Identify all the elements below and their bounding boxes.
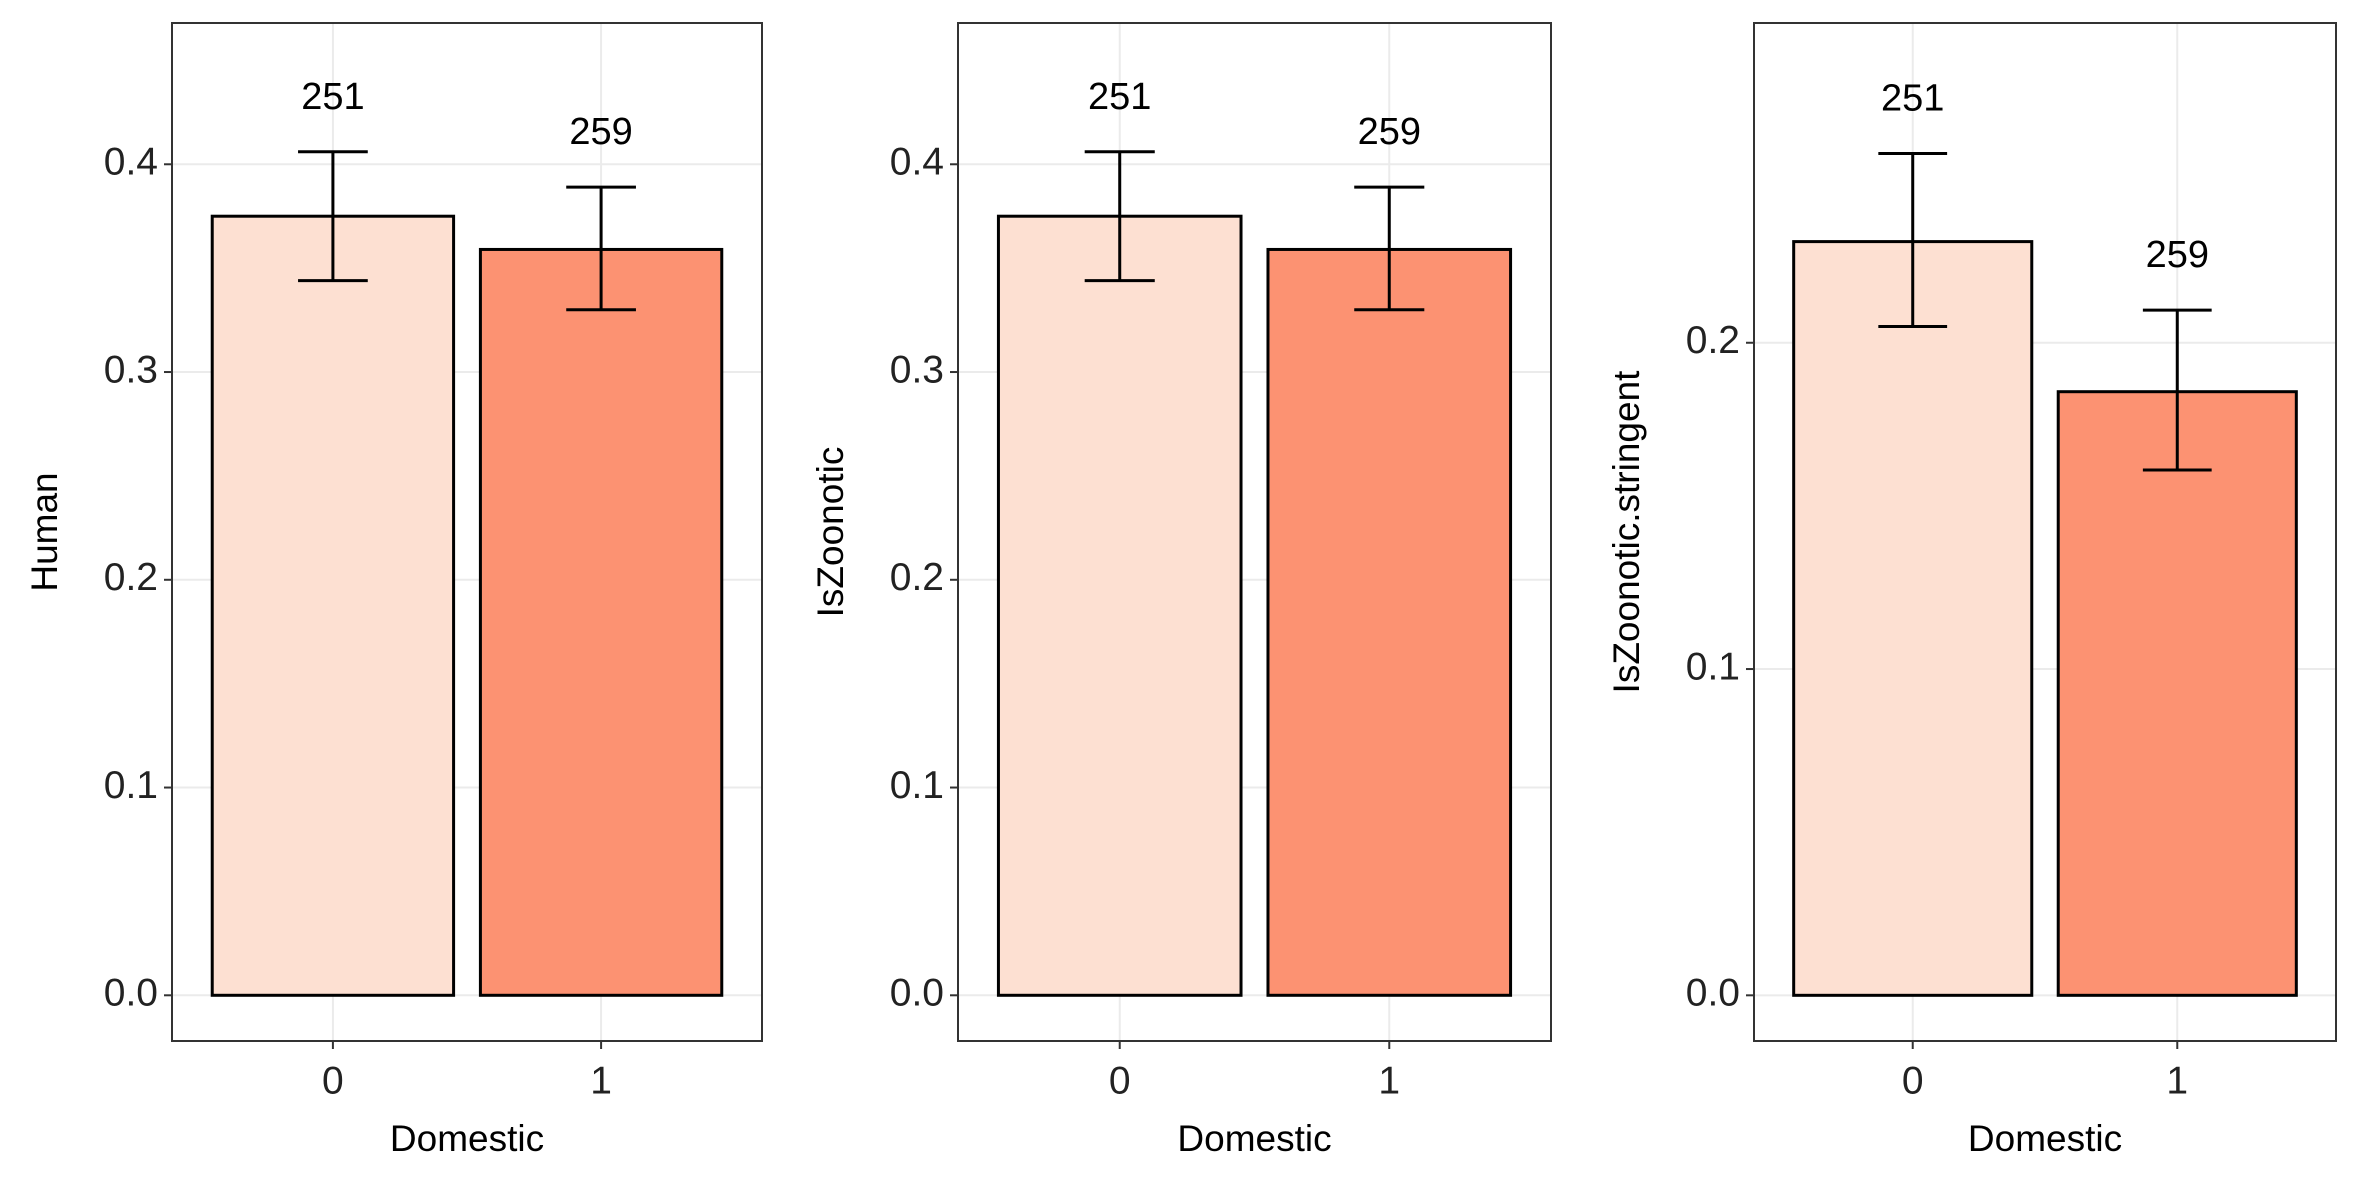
y-tick-label: 0.1 — [1686, 645, 1740, 688]
bar — [478, 247, 724, 997]
y-tick-label: 0.3 — [890, 348, 944, 391]
y-tick-label: 0.0 — [104, 972, 158, 1015]
y-tick-label: 0.4 — [104, 141, 158, 184]
x-tick-label: 1 — [590, 1059, 612, 1102]
bar — [1266, 247, 1513, 997]
x-tick-label: 1 — [2166, 1059, 2188, 1102]
x-axis-title: Domestic — [390, 1118, 544, 1159]
y-tick-label: 0.1 — [104, 764, 158, 807]
error-bar — [298, 150, 368, 283]
count-label: 251 — [1088, 76, 1151, 118]
x-axis-title: Domestic — [1968, 1118, 2122, 1159]
y-tick-label: 0.4 — [890, 141, 944, 184]
y-tick-label: 0.0 — [890, 972, 944, 1015]
y-tick-label: 0.2 — [104, 556, 158, 599]
x-tick-label: 1 — [1378, 1059, 1400, 1102]
error-bar — [1354, 185, 1425, 312]
error-bar — [2142, 308, 2212, 472]
error-bar — [566, 185, 636, 312]
y-tick-label: 0.2 — [1686, 319, 1740, 362]
bar — [1792, 240, 2034, 997]
count-label: 259 — [2146, 234, 2209, 276]
bar — [996, 214, 1243, 997]
y-axis-title: IsZoonotic — [810, 447, 851, 618]
x-tick-label: 0 — [322, 1059, 344, 1102]
plot-border — [1753, 22, 2337, 1042]
count-label: 251 — [301, 76, 364, 118]
count-label: 259 — [569, 111, 632, 153]
y-tick-label: 0.1 — [890, 764, 944, 807]
y-tick-label: 0.0 — [1686, 972, 1740, 1015]
count-label: 251 — [1881, 78, 1944, 120]
error-bar — [1878, 152, 1948, 328]
bar — [2056, 390, 2298, 997]
bar — [210, 214, 456, 997]
y-tick-label: 0.3 — [104, 348, 158, 391]
y-axis-title: Human — [24, 472, 65, 591]
x-tick-label: 0 — [1902, 1059, 1924, 1102]
plot-border — [957, 22, 1552, 1042]
x-tick-label: 0 — [1109, 1059, 1131, 1102]
y-tick-label: 0.2 — [890, 556, 944, 599]
x-axis-title: Domestic — [1177, 1118, 1331, 1159]
error-bar — [1084, 150, 1155, 283]
count-label: 259 — [1358, 111, 1421, 153]
y-axis-title: IsZoonotic.stringent — [1606, 370, 1647, 694]
plot-border — [171, 22, 763, 1042]
